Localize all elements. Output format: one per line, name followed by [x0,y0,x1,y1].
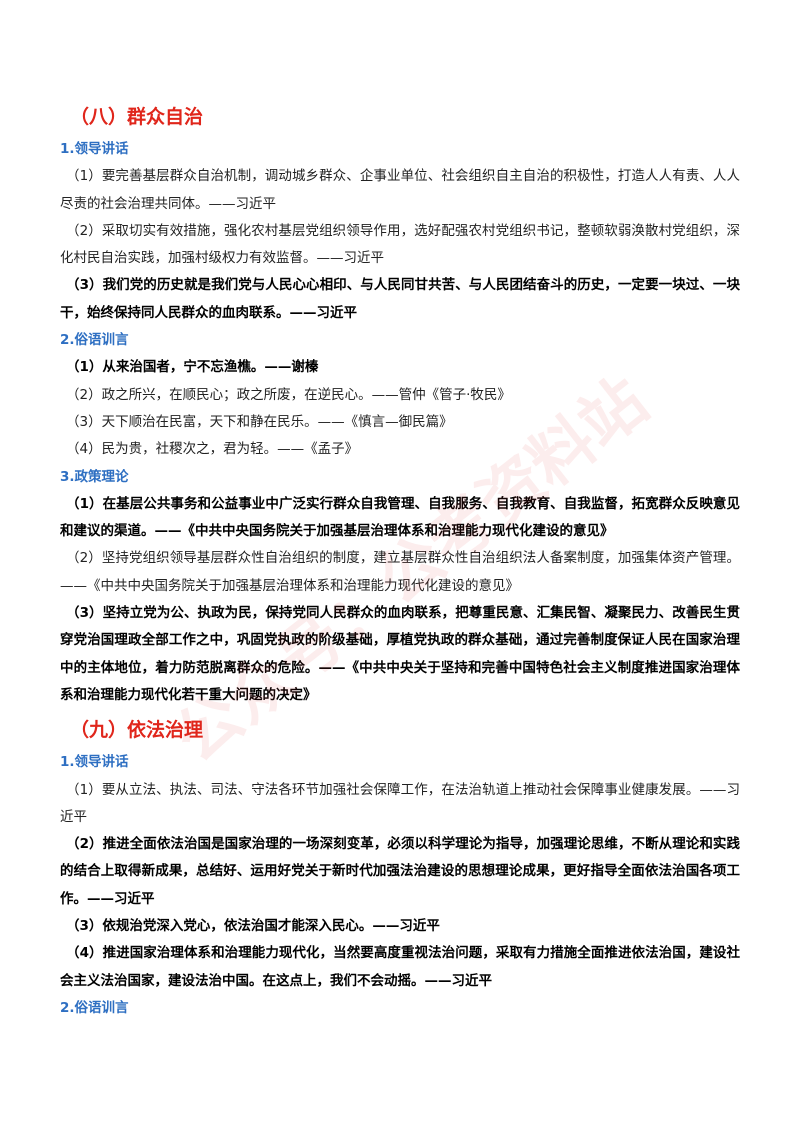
paragraph: （4）推进国家治理体系和治理能力现代化，当然要高度重视法治问题，采取有力措施全面… [60,945,740,989]
group-heading: 3.政策理论 [60,468,129,485]
paragraph: （1）要完善基层群众自治机制，调动城乡群众、企事业单位、社会组织自主自治的积极性… [60,168,740,212]
group: 1.领导讲话 （1）要从立法、执法、司法、守法各环节加强社会保障工作，在法治轨道上… [60,749,740,995]
section: （八）群众自治 1.领导讲话 （1）要完善基层群众自治机制，调动城乡群众、企事业单位… [60,100,740,709]
paragraph: （3）天下顺治在民富，天下和静在民乐。——《慎言—御民篇》 [66,413,453,430]
section-title: （九）依法治理 [70,719,204,742]
paragraph: （2）坚持党组织领导基层群众性自治组织的制度，建立基层群众性自治组织法人备案制度… [60,550,740,594]
paragraph: （3）依规治党深入党心，依法治国才能深入民心。——习近平 [66,918,440,935]
paragraph: （1）要从立法、执法、司法、守法各环节加强社会保障工作，在法治轨道上推动社会保障… [60,781,740,825]
section: （九）依法治理 1.领导讲话 （1）要从立法、执法、司法、守法各环节加强社会保障工作… [60,713,740,1022]
paragraph: （2）推进全面依法治国是国家治理的一场深刻变革，必须以科学理论为指导，加强理论思… [60,836,740,907]
group: 1.领导讲话 （1）要完善基层群众自治机制，调动城乡群众、企事业单位、社会组织自主… [60,136,740,327]
paragraph: （4）民为贵，社稷次之，君为轻。——《孟子》 [66,441,359,458]
group: 2.俗语训言 [60,995,740,1022]
section-title: （八）群众自治 [70,106,204,128]
group-heading: 1.领导讲话 [60,141,129,157]
group-heading: 1.领导讲话 [60,754,129,771]
paragraph: （3）坚持立党为公、执政为民，保持党同人民群众的血肉联系，把尊重民意、汇集民智、… [60,605,740,703]
paragraph: （1）在基层公共事务和公益事业中广泛实行群众自我管理、自我服务、自我教育、自我监… [60,495,740,540]
group: 2.俗语训言 （1）从来治国者，宁不忘渔樵。——谢榛 （2）政之所兴，在顺民心；政之… [60,327,740,463]
paragraph: （2）采取切实有效措施，强化农村基层党组织领导作用，选好配强农村党组织书记，整顿… [60,222,740,267]
paragraph: （1）从来治国者，宁不忘渔樵。——谢榛 [66,359,319,376]
group-heading: 2.俗语训言 [60,332,129,349]
paragraph: （2）政之所兴，在顺民心；政之所废，在逆民心。——管仲《管子·牧民》 [66,386,511,403]
group: 3.政策理论 （1）在基层公共事务和公益事业中广泛实行群众自我管理、自我服务、自我… [60,464,740,710]
paragraph: （3）我们党的历史就是我们党与人民心心相印、与人民同甘共苦、与人民团结奋斗的历史… [60,277,740,321]
group-heading: 2.俗语训言 [60,999,129,1016]
